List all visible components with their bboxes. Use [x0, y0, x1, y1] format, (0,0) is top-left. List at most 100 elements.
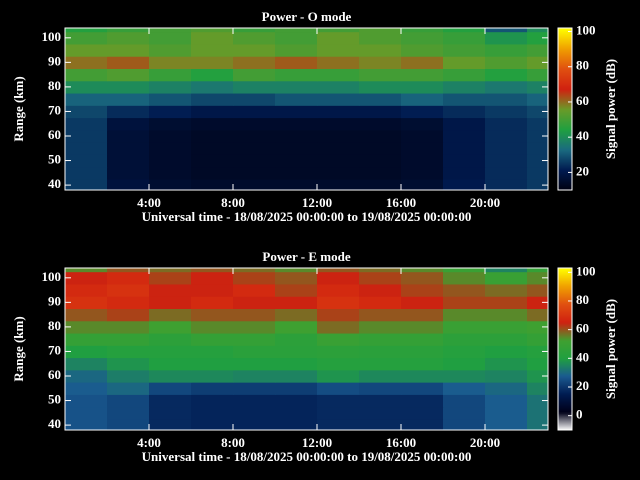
heatmap-cell — [275, 117, 318, 131]
heatmap-cell — [107, 56, 150, 69]
heatmap-cell — [317, 345, 360, 359]
x-tick-label: 4:00 — [137, 195, 161, 210]
colorbar-segment — [558, 182, 572, 185]
heatmap-cell — [317, 394, 360, 408]
colorbar-segment — [558, 30, 572, 33]
colorbar-segment — [558, 114, 572, 117]
heatmap-cell — [317, 28, 360, 33]
heatmap-cell — [65, 268, 108, 273]
heatmap-cell — [359, 117, 402, 131]
heatmap-cell — [401, 28, 444, 33]
colorbar-segment — [558, 144, 572, 147]
y-tick-label: 60 — [48, 367, 61, 382]
colorbar-segment — [558, 292, 572, 295]
colorbar-segment — [558, 368, 572, 371]
heatmap-cell — [527, 178, 548, 190]
heatmap-cell — [359, 80, 402, 94]
heatmap-cell — [317, 320, 360, 334]
colorbar-segment — [558, 90, 572, 93]
heatmap-cell — [527, 296, 548, 309]
colorbar-segment — [558, 64, 572, 67]
heatmap-cell — [191, 382, 234, 395]
colorbar-tick-label: 80 — [576, 58, 589, 73]
heatmap-cell — [401, 296, 444, 309]
heatmap-cell — [527, 382, 548, 395]
colorbar-segment — [558, 82, 572, 85]
heatmap-cell — [485, 142, 528, 155]
colorbar-segment — [558, 128, 572, 131]
heatmap-cell — [443, 333, 486, 346]
heatmap-cell — [317, 333, 360, 346]
heatmap-cell — [401, 129, 444, 143]
heatmap-cell — [317, 406, 360, 420]
heatmap-cell — [149, 345, 192, 359]
heatmap-cell — [317, 129, 360, 143]
heatmap-cell — [65, 394, 108, 408]
colorbar-segment — [558, 32, 572, 35]
heatmap-cell — [401, 56, 444, 69]
heatmap-cell — [485, 268, 528, 273]
heatmap-cell — [527, 166, 548, 180]
heatmap-cell — [191, 43, 234, 57]
heatmap-cell — [401, 268, 444, 273]
heatmap-cell — [443, 142, 486, 155]
heatmap-cell — [527, 357, 548, 371]
colorbar-segment — [558, 408, 572, 411]
heatmap-cell — [107, 105, 150, 119]
heatmap-cell — [149, 369, 192, 383]
colorbar-frame — [557, 27, 573, 191]
colorbar-segment — [558, 412, 572, 415]
heatmap-cell — [401, 283, 444, 297]
colorbar-segment — [558, 400, 572, 403]
heatmap-cell — [233, 68, 276, 82]
colorbar-segment — [558, 70, 572, 73]
colorbar-segment — [558, 406, 572, 409]
heatmap-cell — [527, 56, 548, 69]
colorbar-tick-label: 60 — [576, 321, 589, 336]
colorbar-segment — [558, 94, 572, 97]
colorbar-tick-label: 20 — [576, 163, 589, 178]
colorbar-segment — [558, 88, 572, 91]
colorbar-segment — [558, 172, 572, 175]
heatmap-cell — [359, 129, 402, 143]
heatmap-cell — [191, 345, 234, 359]
colorbar-segment — [558, 86, 572, 89]
x-tick-label: 16:00 — [386, 195, 416, 210]
colorbar-segment — [558, 356, 572, 359]
heatmap-cell — [443, 178, 486, 190]
heatmap-cell — [65, 178, 108, 190]
heatmap-cell — [65, 129, 108, 143]
colorbar-segment — [558, 118, 572, 121]
heatmap-cell — [485, 80, 528, 94]
heatmap-cell — [401, 93, 444, 106]
heatmap-cell — [149, 142, 192, 155]
heatmap-cell — [275, 166, 318, 180]
heatmap-cell — [149, 105, 192, 119]
colorbar-segment — [558, 108, 572, 111]
y-tick-label: 40 — [48, 416, 61, 431]
colorbar-segment — [558, 312, 572, 315]
colorbar-segment — [558, 72, 572, 75]
colorbar-segment — [558, 112, 572, 115]
heatmap-cell — [401, 345, 444, 359]
heatmap-cell — [359, 394, 402, 408]
colorbar-segment — [558, 378, 572, 381]
heatmap-cell — [401, 333, 444, 346]
heatmap-cell — [191, 406, 234, 420]
colorbar-segment — [558, 268, 572, 271]
colorbar-segment — [558, 124, 572, 127]
colorbar-segment — [558, 314, 572, 317]
heatmap-cell — [107, 93, 150, 106]
heatmap-cell — [107, 418, 150, 430]
heatmap-cell — [149, 271, 192, 285]
heatmap-cell — [233, 154, 276, 168]
x-tick-label: 12:00 — [302, 435, 332, 450]
heatmap-cell — [317, 154, 360, 168]
heatmap-cell — [191, 56, 234, 69]
colorbar-segment — [558, 50, 572, 53]
colorbar-segment — [558, 302, 572, 305]
heatmap-cell — [485, 166, 528, 180]
heatmap-cell — [485, 178, 528, 190]
heatmap-cell — [485, 117, 528, 131]
colorbar-segment — [558, 176, 572, 179]
